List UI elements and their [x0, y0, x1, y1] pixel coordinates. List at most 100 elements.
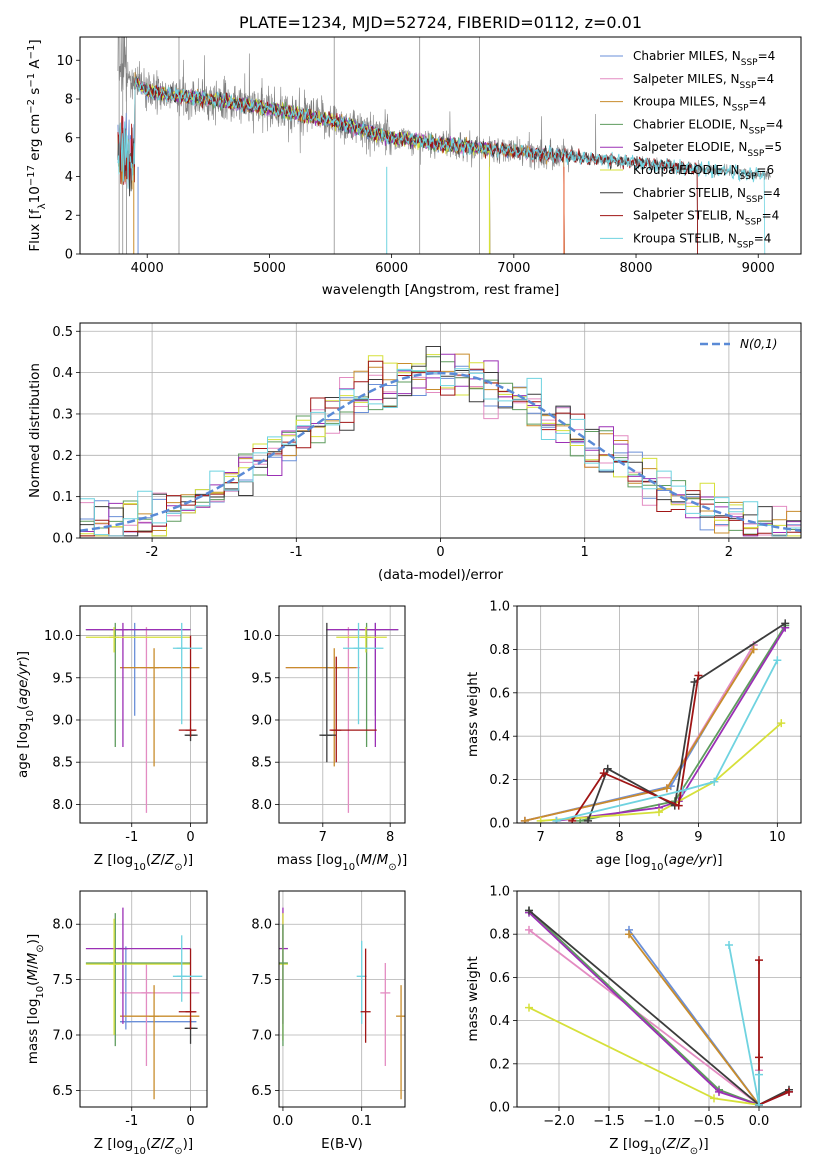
spectrum-ylabel-part: 10: [27, 186, 43, 203]
mass_weight_vs_age-frame: [516, 605, 802, 824]
errorbar-point: [343, 622, 384, 725]
weight-marker: [525, 906, 533, 915]
mass_vs_ebv-frame: [278, 890, 406, 1108]
spectrum-ytick-label: 8: [65, 93, 73, 108]
mass_weight_vs_age-xtick-label: 9: [694, 830, 702, 845]
weight-series: [725, 941, 763, 1107]
weight-marker: [603, 764, 612, 773]
weight-series: [755, 956, 793, 1107]
residuals-axes: -2 -1 0 1 2 0.0 0.1 0.2 0.3 0.4 0.5: [52, 322, 802, 560]
weight-marker: [525, 1003, 533, 1012]
legend-entry-count: =4: [756, 72, 774, 86]
mass_weight_vs_Z-panel: −2.0 −1.5 −1.0 −0.5 0.0 0.0 0.2 0.4 0.6 0.8 1.0: [489, 885, 802, 1129]
weight-series: [520, 641, 758, 823]
legend-entry-label: Chabrier ELODIE, N: [633, 117, 749, 131]
age_vs_Z-plot-area: [85, 622, 203, 813]
age_vs_mass-ytick-label: 10.0: [243, 629, 272, 644]
mass_vs_ebv-xtick-label: 0.0: [273, 1114, 294, 1129]
weight-marker: [674, 801, 683, 810]
weight-marker: [662, 784, 671, 793]
spectrum-ylabel-part: λ: [37, 203, 48, 209]
legend-entry: Chabrier MILES, NSSP=4: [633, 49, 775, 68]
legend-entry-count: =4: [763, 186, 781, 200]
legend-entry-sub: SSP: [749, 126, 766, 136]
mass_vs_Z-xlabel-part: /: [160, 1136, 165, 1152]
age_vs_mass-ytick-label: 8.5: [251, 756, 272, 771]
age_vs_Z-ylabel: age [log10(age/yr)]: [15, 651, 36, 778]
legend-entry-count: =4: [765, 117, 783, 131]
model-spectrum: [117, 75, 565, 254]
mass_weight_vs_age-xtick-label: 7: [537, 830, 545, 845]
age_vs_Z-xlabel-part: Z [log: [94, 852, 133, 868]
legend-entry: Chabrier ELODIE, NSSP=4: [633, 117, 783, 136]
mass_weight_vs_Z-xlabel-part: )]: [698, 1136, 709, 1152]
mass_weight_vs_age-xlabel-part: (: [663, 852, 668, 868]
mass_weight_vs_Z-xlabel-part: ⊙: [690, 1146, 698, 1157]
mass_weight_vs_Z-xtick-label: −0.5: [693, 1114, 725, 1129]
age_vs_mass-ytick-label: 9.5: [251, 671, 272, 686]
weight-marker: [755, 956, 763, 965]
weight-series: [552, 623, 790, 823]
mass_weight_vs_Z-xtick-label: −2.0: [543, 1114, 575, 1129]
mass_vs_Z-xtick-label: -1: [125, 1114, 138, 1129]
mass_weight_vs_Z-axes: −2.0 −1.5 −1.0 −0.5 0.0 0.0 0.2 0.4 0.6 0.8 1.0: [489, 885, 802, 1129]
spectrum-ylabel-part: Flux [f: [27, 208, 43, 252]
weight-marker: [715, 1087, 723, 1096]
residuals-ytick-label: 0.3: [52, 407, 73, 422]
legend-entry-sub: SSP: [740, 172, 757, 182]
mass_weight_vs_age-ylabel: mass weight: [465, 672, 481, 757]
spectrum-axes: 4000 5000 6000 7000 8000 9000 0 2 4 6 8 10: [56, 36, 802, 276]
residuals-xtick-label: 0: [436, 545, 444, 560]
mass_weight_vs_age-plot-area: [520, 619, 790, 823]
age_vs_Z-ytick-label: 8.5: [52, 756, 73, 771]
spectrum-ytick-label: 2: [65, 209, 73, 224]
age_vs_Z-ylabel-part: )]: [15, 651, 31, 662]
legend-entry-label: Kroupa STELIB, N: [633, 231, 737, 245]
residuals-xtick-label: 1: [581, 545, 589, 560]
age_vs_mass-plot-area: [285, 622, 399, 813]
mass_vs_Z-ytick-label: 8.0: [52, 918, 73, 933]
errorbar-point: [172, 622, 203, 725]
mass_weight_vs_Z-xlabel-part: (: [661, 1136, 666, 1152]
weight-series: [520, 645, 758, 823]
mass_weight_vs_Z-xlabel-part: Z: [666, 1136, 677, 1152]
legend-entry-sub: SSP: [747, 149, 764, 159]
mass_weight_vs_Z-ylabel: mass weight: [465, 956, 481, 1041]
errorbar-point: [119, 985, 200, 1100]
legend-entry-sub: SSP: [741, 58, 758, 68]
age_vs_Z-panel: -1 0 8.0 8.5 9.0 9.5 10.0: [44, 605, 208, 845]
mass_weight_vs_Z-ytick-label: 0.2: [489, 1057, 510, 1072]
legend-entry: N(0,1): [740, 337, 777, 351]
mass_weight_vs_Z-xtick-label: −1.0: [643, 1114, 675, 1129]
age_vs_mass-xtick-label: 8: [386, 830, 394, 845]
spectrum-panel: 4000 5000 6000 7000 8000 9000 0 2 4 6 8 10: [56, 36, 802, 276]
age_vs_mass-ytick-label: 8.0: [251, 798, 272, 813]
spectrum-ylabel: Flux [fλ10−17 erg cm−2 s−1 A−1]: [26, 39, 48, 251]
legend-entry-sub: SSP: [745, 218, 762, 228]
age_vs_mass-xlabel-part: ⊙: [388, 862, 396, 873]
mass_vs_ebv-xtick-label: 0.1: [351, 1114, 372, 1129]
model-spectrum: [117, 76, 565, 254]
age_vs_Z-xlabel-part: Z: [164, 852, 175, 868]
age_vs_mass-frame: [278, 605, 406, 824]
spectrum-xtick-label: 6000: [375, 261, 408, 276]
errorbar-point: [178, 635, 197, 737]
spectrum-ytick-label: 0: [65, 248, 73, 263]
residuals-xtick-label: -1: [290, 545, 303, 560]
mass_weight_vs_Z-plot-area: [525, 906, 793, 1107]
mass_vs_Z-ylabel-part: M: [25, 952, 41, 964]
weight-line: [571, 675, 700, 822]
mass_vs_Z-ytick-label: 7.0: [52, 1029, 73, 1044]
weight-marker: [552, 816, 561, 823]
age_vs_mass-xlabel-part: M: [360, 852, 372, 868]
legend-entry: Salpeter STELIB, NSSP=4: [633, 209, 779, 228]
errorbar-point: [326, 622, 399, 748]
legend-entry: Chabrier STELIB, NSSP=4: [633, 186, 781, 205]
mass_weight_vs_age-xlabel: age [log10(age/yr)]: [595, 852, 722, 873]
mass_vs_Z-xlabel-part: )]: [183, 1136, 194, 1152]
mass_vs_Z-ylabel-part: )]: [25, 934, 41, 945]
mass_vs_Z-ylabel-part: 10: [35, 986, 46, 999]
spectrum-xtick-label: 4000: [131, 261, 164, 276]
mass_weight_vs_age-xlabel-part: age/yr: [669, 852, 714, 868]
